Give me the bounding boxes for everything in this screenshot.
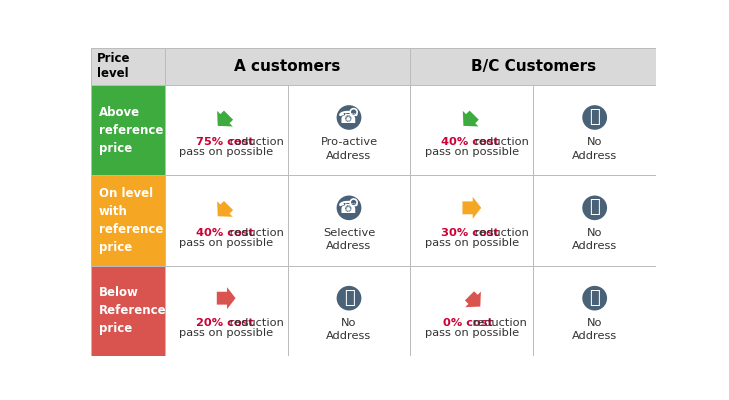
Polygon shape: [217, 201, 233, 217]
Bar: [91, 85, 165, 175]
Text: 30% cost: 30% cost: [442, 228, 499, 238]
Circle shape: [350, 109, 357, 116]
Bar: [91, 266, 165, 356]
Bar: [287, 85, 410, 175]
Text: ☎: ☎: [338, 109, 359, 127]
Text: 20% cost: 20% cost: [196, 318, 254, 328]
Bar: [165, 175, 287, 266]
Text: pass on possible: pass on possible: [179, 238, 273, 248]
Text: reduction: reduction: [225, 137, 284, 147]
Text: No
Address: No Address: [572, 318, 617, 341]
Polygon shape: [217, 110, 233, 126]
Circle shape: [350, 199, 357, 206]
Bar: [165, 85, 287, 175]
Bar: [410, 85, 533, 175]
Circle shape: [582, 286, 607, 310]
Text: pass on possible: pass on possible: [179, 328, 273, 338]
Text: 40% cost: 40% cost: [196, 228, 254, 238]
Text: ✋: ✋: [589, 289, 600, 307]
Polygon shape: [462, 197, 481, 219]
Text: ☎: ☎: [338, 199, 359, 217]
Text: A customers: A customers: [235, 59, 340, 74]
Text: pass on possible: pass on possible: [425, 238, 519, 248]
Text: pass on possible: pass on possible: [425, 147, 519, 157]
Bar: [533, 85, 656, 175]
Text: reduction: reduction: [469, 318, 527, 328]
Text: ✋: ✋: [343, 289, 354, 307]
Text: ✋: ✋: [589, 198, 600, 216]
Polygon shape: [465, 291, 481, 307]
Text: reduction: reduction: [471, 137, 529, 147]
Text: 0% cost: 0% cost: [443, 318, 494, 328]
Text: Pro-active
Address: Pro-active Address: [321, 137, 378, 160]
Text: B/C Customers: B/C Customers: [471, 59, 596, 74]
Bar: [533, 175, 656, 266]
Bar: [91, 48, 165, 85]
Bar: [91, 175, 165, 266]
Bar: [410, 48, 656, 85]
Circle shape: [582, 105, 607, 130]
Text: On level
with
reference
price: On level with reference price: [99, 187, 163, 254]
Text: reduction: reduction: [225, 228, 284, 238]
Bar: [165, 266, 287, 356]
Circle shape: [337, 196, 362, 220]
Bar: [533, 266, 656, 356]
Text: reduction: reduction: [471, 228, 529, 238]
Text: 40% cost: 40% cost: [442, 137, 499, 147]
Bar: [165, 48, 410, 85]
Text: Selective
Address: Selective Address: [323, 228, 375, 251]
Circle shape: [337, 105, 362, 130]
Bar: [410, 266, 533, 356]
Text: No
Address: No Address: [327, 318, 372, 341]
Text: 75% cost: 75% cost: [196, 137, 254, 147]
Text: No
Address: No Address: [572, 228, 617, 251]
Text: pass on possible: pass on possible: [425, 328, 519, 338]
Polygon shape: [217, 287, 235, 309]
Bar: [287, 266, 410, 356]
Text: ...: ...: [351, 200, 356, 205]
Bar: [410, 175, 533, 266]
Text: Above
reference
price: Above reference price: [99, 106, 163, 155]
Text: ✋: ✋: [589, 108, 600, 126]
Text: ...: ...: [351, 110, 356, 114]
Circle shape: [337, 286, 362, 310]
Text: reduction: reduction: [225, 318, 284, 328]
Text: No
Address: No Address: [572, 137, 617, 160]
Text: Price
level: Price level: [98, 52, 130, 80]
Circle shape: [582, 196, 607, 220]
Polygon shape: [463, 110, 479, 126]
Bar: [287, 175, 410, 266]
Text: Below
Reference
price: Below Reference price: [99, 286, 166, 335]
Text: pass on possible: pass on possible: [179, 147, 273, 157]
